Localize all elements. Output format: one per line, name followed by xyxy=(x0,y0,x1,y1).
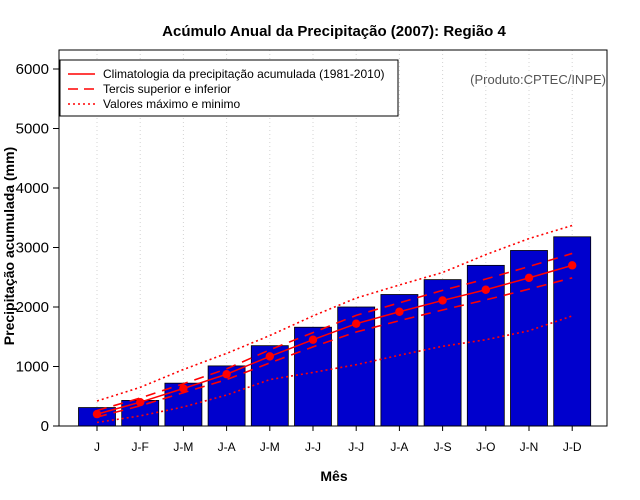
y-tick-label: 4000 xyxy=(16,180,49,197)
tercile-line xyxy=(96,277,573,418)
climatology-point xyxy=(395,307,404,316)
climatology-point xyxy=(308,335,318,344)
credit-text: (Produto:CPTEC/INPE) xyxy=(470,72,606,87)
y-tick-label: 1000 xyxy=(16,359,49,376)
x-tick-label: J-A xyxy=(390,440,408,454)
x-tick-label: J-J xyxy=(305,440,321,454)
legend-label: Climatologia da precipitação acumulada (… xyxy=(103,67,385,81)
extreme-line xyxy=(96,315,573,424)
x-tick-label: J-D xyxy=(563,440,582,454)
x-tick-label: J-N xyxy=(520,440,539,454)
y-tick-label: 5000 xyxy=(16,121,49,138)
climatology-point xyxy=(568,261,577,270)
x-tick-label: J-S xyxy=(434,440,452,454)
y-tick-label: 3000 xyxy=(16,240,49,257)
y-tick-label: 2000 xyxy=(16,299,49,316)
x-tick-label: J-M xyxy=(173,440,193,454)
x-tick-label: J xyxy=(94,440,100,454)
x-tick-label: J-F xyxy=(132,440,149,454)
climatology-point xyxy=(438,296,447,305)
climatology-line xyxy=(96,264,573,415)
line-layer xyxy=(92,224,577,424)
axis-layer: 0 1000 2000 3000 4000 5000 6000 J J-F J-M J-A J-M J-… xyxy=(16,49,608,454)
legend: Climatologia da precipitação acumulada (… xyxy=(59,59,399,117)
x-tick-label: J-A xyxy=(218,440,236,454)
legend-label: Tercis superior e inferior xyxy=(103,82,231,96)
x-axis-label: Mês xyxy=(320,468,347,484)
climatology-point xyxy=(265,352,274,361)
extreme-line xyxy=(96,224,573,402)
x-tick-label: J-J xyxy=(348,440,364,454)
y-tick-label: 6000 xyxy=(16,61,49,78)
x-tick-label: J-O xyxy=(476,440,495,454)
legend-label: Valores máximo e minimo xyxy=(103,97,240,111)
bar xyxy=(380,294,419,427)
x-tick-label: J-M xyxy=(260,440,280,454)
plot-frame xyxy=(58,49,608,427)
climatology-point xyxy=(136,398,145,407)
y-axis-label: Precipitação acumulada (mm) xyxy=(1,147,17,345)
climatology-point xyxy=(352,319,361,328)
chart-title: Acúmulo Anual da Precipitação (2007): Re… xyxy=(162,23,506,40)
legend-box xyxy=(59,59,399,117)
climatology-point xyxy=(179,384,188,393)
climatology-point xyxy=(481,285,490,294)
climatology-point xyxy=(524,273,534,283)
y-tick-label: 0 xyxy=(41,418,49,435)
climatology-point xyxy=(222,370,231,379)
